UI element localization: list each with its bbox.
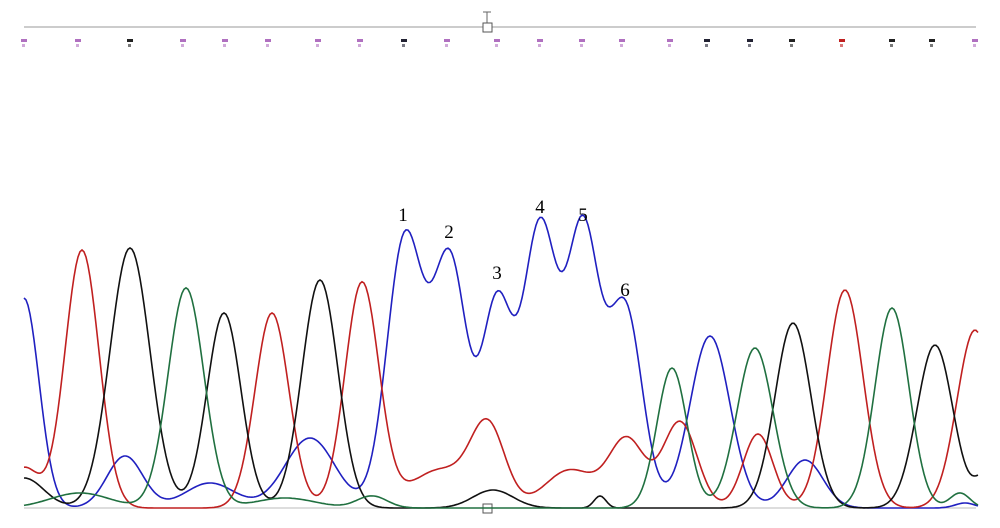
base-tick <box>839 39 845 42</box>
base-tick <box>538 44 541 47</box>
trace <box>23 286 979 509</box>
base-tick <box>889 39 895 42</box>
base-tick <box>76 44 79 47</box>
base-tick <box>265 39 271 42</box>
base-tick <box>128 44 131 47</box>
base-tick <box>890 44 893 47</box>
base-tick <box>748 44 751 47</box>
peak-label: 6 <box>620 280 630 301</box>
cursor-handle[interactable] <box>482 22 493 33</box>
base-tick <box>579 39 585 42</box>
base-tick <box>180 39 186 42</box>
base-tick <box>790 44 793 47</box>
base-tick <box>223 44 226 47</box>
base-tick <box>973 44 976 47</box>
base-tick <box>747 39 753 42</box>
base-tick <box>22 44 25 47</box>
base-tick <box>444 39 450 42</box>
base-tick <box>357 39 363 42</box>
traces <box>23 214 979 509</box>
base-tick <box>266 44 269 47</box>
base-tick <box>358 44 361 47</box>
peak-label: 4 <box>535 197 545 218</box>
base-tick <box>402 44 405 47</box>
peak-label: 3 <box>492 263 502 284</box>
base-tick <box>789 39 795 42</box>
base-tick <box>704 39 710 42</box>
base-tick <box>75 39 81 42</box>
base-tick <box>668 44 671 47</box>
base-tick <box>495 44 498 47</box>
peak-label: 5 <box>578 205 588 226</box>
base-tick <box>401 39 407 42</box>
base-tick <box>840 44 843 47</box>
base-tick <box>222 39 228 42</box>
base-tick <box>494 39 500 42</box>
base-tick <box>667 39 673 42</box>
base-tick <box>181 44 184 47</box>
base-tick <box>580 44 583 47</box>
base-tick <box>705 44 708 47</box>
base-tick <box>537 39 543 42</box>
trace <box>23 214 979 509</box>
base-tick <box>619 39 625 42</box>
base-tick <box>127 39 133 42</box>
base-calls <box>21 39 978 47</box>
base-tick <box>620 44 623 47</box>
peak-label: 2 <box>444 222 454 243</box>
base-tick <box>930 44 933 47</box>
base-tick <box>316 44 319 47</box>
base-tick <box>445 44 448 47</box>
base-tick <box>21 39 27 42</box>
base-tick <box>972 39 978 42</box>
base-tick <box>929 39 935 42</box>
trace <box>24 248 979 509</box>
trace <box>23 247 979 509</box>
base-tick <box>315 39 321 42</box>
peak-label: 1 <box>398 205 408 226</box>
